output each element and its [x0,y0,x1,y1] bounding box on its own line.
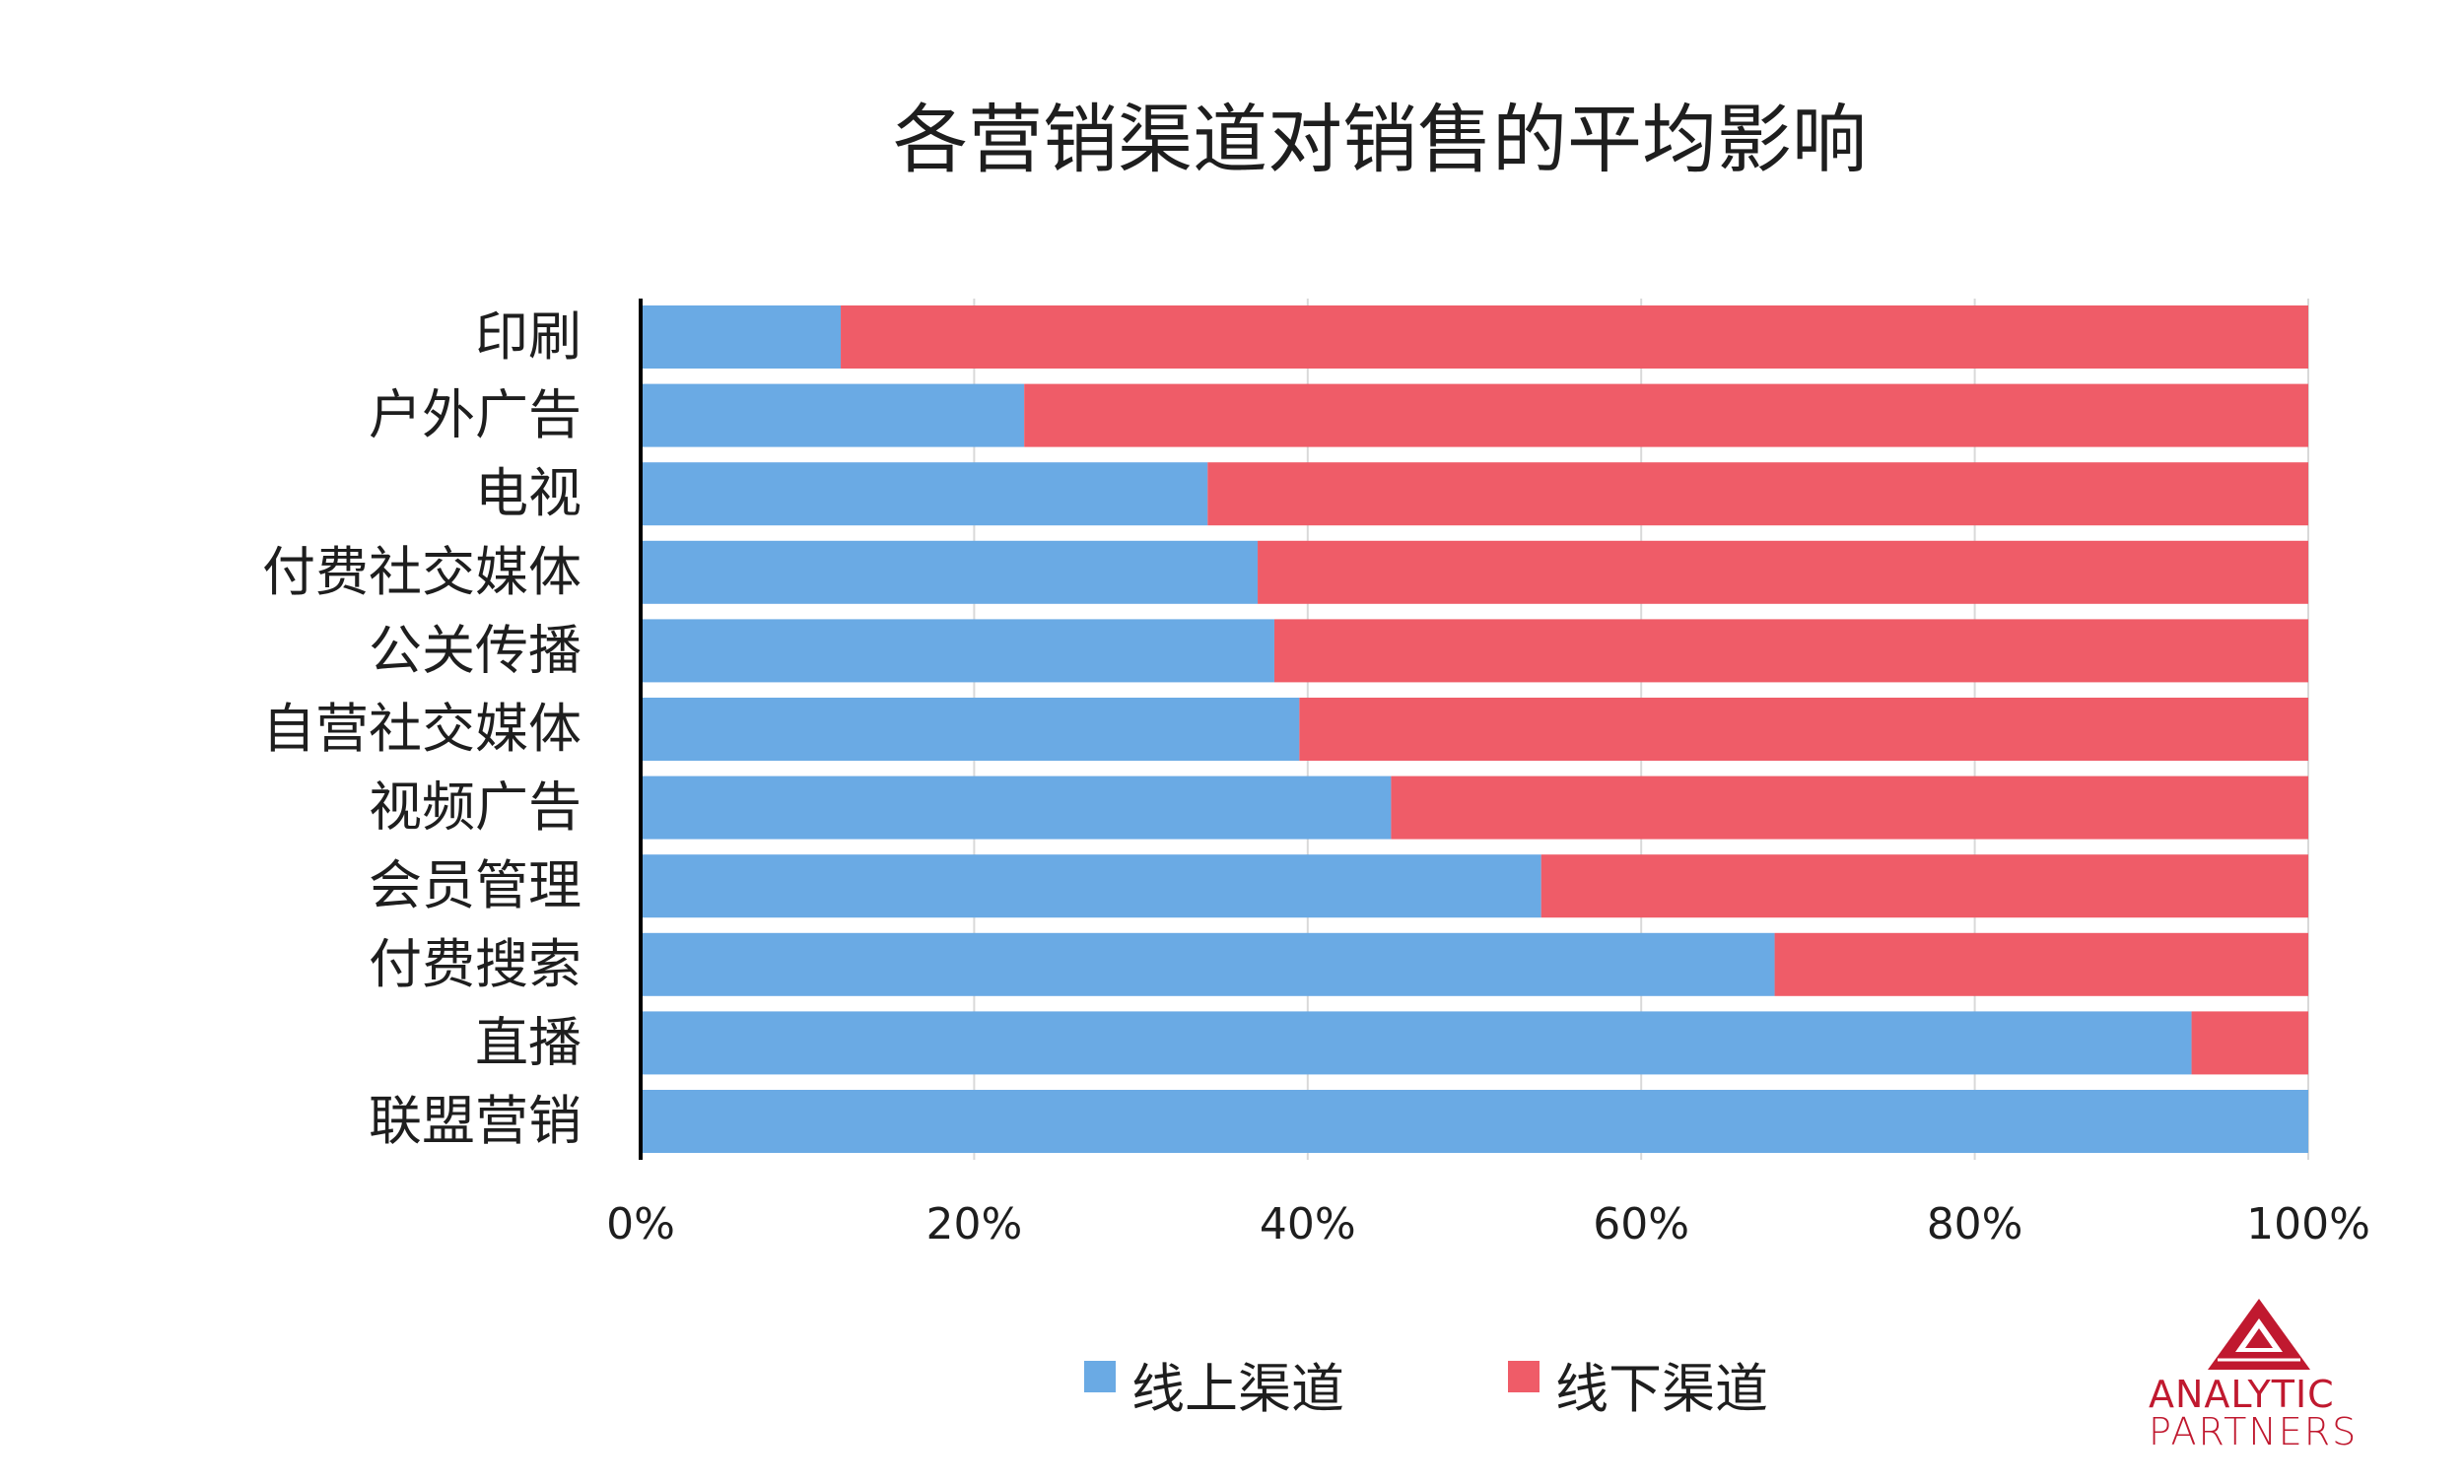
bar-segment-online [641,776,1392,840]
x-tick-label: 0% [606,1199,675,1249]
bar-segment-offline [1273,619,2308,683]
bar-segment-online [641,1090,2308,1153]
bar-segment-offline [1391,776,2308,840]
bar-segment-offline [1540,854,2308,918]
logo-mark-icon [2208,1299,2310,1370]
category-label: 电视 [475,462,582,524]
category-label: 付费搜索 [369,933,582,995]
bar-segment-offline [841,305,2308,369]
bar-segment-online [641,383,1025,447]
bar-segment-online [641,854,1541,918]
category-label: 会员管理 [369,854,582,916]
company-logo: ANALYTIC PARTNERS [2149,1299,2358,1447]
bar-segment-offline [2191,1011,2308,1075]
bar-segment-online [641,698,1300,761]
x-tick-labels: 0% 20% 40% 60% 80% 100% [606,1199,2370,1249]
bar-segment-offline [1774,932,2308,996]
logo-text-line1: ANALYTIC [2149,1373,2335,1416]
x-tick-label: 40% [1260,1199,1356,1249]
x-tick-label: 20% [926,1199,1023,1249]
legend-item-offline: 线下渠道 [1508,1345,1768,1423]
bar-segment-online [641,932,1775,996]
x-tick-label: 60% [1593,1199,1689,1249]
bar-segment-offline [1024,383,2308,447]
bar-segment-offline [1207,462,2308,526]
bar-segment-online [641,305,842,369]
bar-segment-online [641,619,1274,683]
category-label: 联盟营销 [369,1090,582,1152]
legend-label-offline: 线下渠道 [1555,1358,1768,1420]
bars [641,305,2308,1153]
category-label: 视频广告 [369,776,582,839]
x-tick-label: 100% [2246,1199,2370,1249]
logo-text-line2: PARTNERS [2149,1410,2358,1447]
bar-segment-offline [1299,698,2308,761]
category-labels: 印刷户外广告电视付费社交媒体公关传播自营社交媒体视频广告会员管理付费搜索直播联盟… [262,305,582,1152]
bar-segment-online [641,462,1208,526]
category-label: 公关传播 [369,619,582,681]
chart-title: 各营销渠道对销售的平均影响 [893,96,1867,183]
legend-item-online: 线上渠道 [1084,1345,1344,1423]
bar-segment-online [641,540,1259,604]
bar-segment-online [641,1011,2192,1075]
legend-label-online: 线上渠道 [1131,1358,1344,1420]
category-label: 自营社交媒体 [262,698,582,760]
legend-swatch-offline [1508,1360,1540,1392]
chart-plot: 印刷户外广告电视付费社交媒体公关传播自营社交媒体视频广告会员管理付费搜索直播联盟… [262,299,2370,1249]
bar-segment-offline [1258,540,2308,604]
x-tick-label: 80% [1927,1199,2023,1249]
category-label: 付费社交媒体 [262,541,582,603]
category-label: 户外广告 [369,384,582,446]
category-label: 印刷 [475,305,582,368]
category-label: 直播 [475,1011,582,1073]
legend-swatch-online [1084,1360,1116,1392]
legend: 线上渠道 线下渠道 [0,1345,2464,1424]
